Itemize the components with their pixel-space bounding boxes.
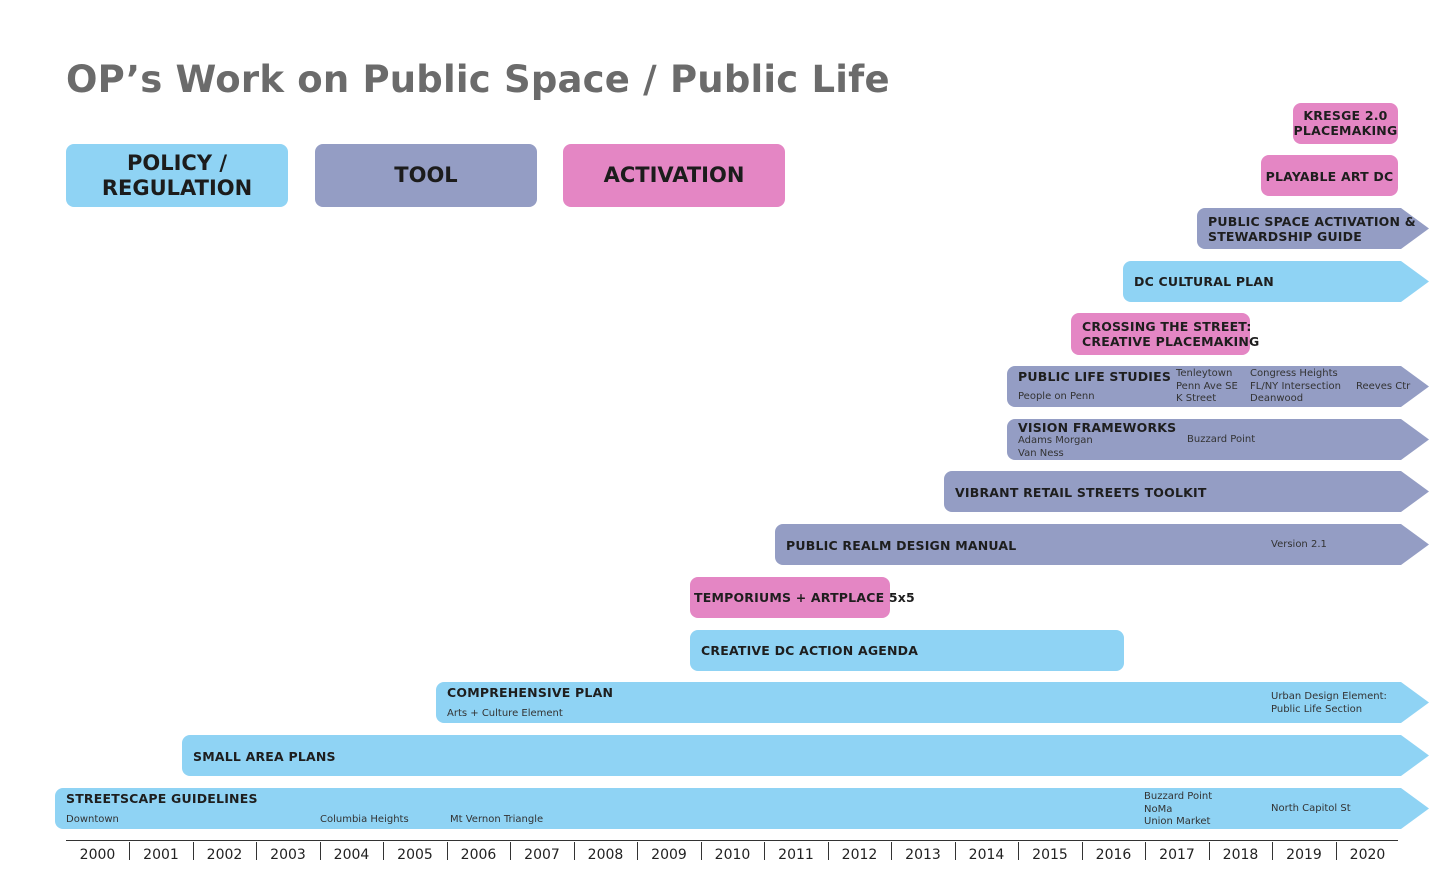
- bar-vision-frameworks: [1007, 419, 1429, 460]
- year-label: 2012: [841, 847, 878, 863]
- bar-streetscape-guidelines-label: STREETSCAPE GUIDELINES: [66, 791, 258, 806]
- streetscape-note: Columbia Heights: [320, 814, 409, 825]
- year-label: 2018: [1222, 847, 1259, 863]
- year-label: 2004: [333, 847, 370, 863]
- bar-vision-frameworks-label: VISION FRAMEWORKS: [1018, 420, 1177, 435]
- year-label: 2002: [206, 847, 243, 863]
- streetscape-note: Downtown: [66, 814, 119, 825]
- year-tick: [129, 842, 130, 860]
- legend-tool: TOOL: [315, 144, 537, 207]
- year-label: 2015: [1032, 847, 1068, 863]
- bar-public-life-studies-label: PUBLIC LIFE STUDIES: [1018, 369, 1172, 384]
- year-tick: [891, 842, 892, 860]
- year-label: 2001: [143, 847, 179, 863]
- bar-creative-dc-action-agenda-label: CREATIVE DC ACTION AGENDA: [701, 643, 919, 658]
- year-tick: [1336, 842, 1337, 860]
- bar-crossing-the-street: [1071, 313, 1250, 355]
- timeline-axis: [66, 840, 1398, 841]
- year-label: 2007: [524, 847, 560, 863]
- public-realm-note: Version 2.1: [1271, 539, 1327, 550]
- bar-public-space-activation-guide: [1197, 208, 1429, 249]
- vision-frameworks-note: Buzzard Point: [1187, 434, 1256, 445]
- bar-temporiums-artplace: [690, 577, 890, 618]
- year-label: 2011: [778, 847, 814, 863]
- bar-small-area-plans-label: SMALL AREA PLANS: [193, 749, 336, 764]
- year-tick: [1145, 842, 1146, 860]
- legend-policy-regulation: POLICY / REGULATION: [66, 144, 288, 207]
- bar-comprehensive-plan: [436, 682, 1429, 723]
- comprehensive-plan-note: Urban Design Element: Public Life Sectio…: [1271, 691, 1387, 715]
- year-tick: [383, 842, 384, 860]
- year-tick: [1082, 842, 1083, 860]
- bar-kresge-placemaking-label: KRESGE 2.0 PLACEMAKING: [1293, 108, 1398, 138]
- bar-public-realm-design-manual-label: PUBLIC REALM DESIGN MANUAL: [786, 538, 1017, 553]
- bar-public-realm-design-manual: [775, 524, 1429, 565]
- year-tick: [447, 842, 448, 860]
- year-tick: [510, 842, 511, 860]
- year-tick: [574, 842, 575, 860]
- year-tick: [1272, 842, 1273, 860]
- bar-vibrant-retail-streets-toolkit: [944, 471, 1429, 512]
- bar-vibrant-retail-streets-toolkit-label: VIBRANT RETAIL STREETS TOOLKIT: [955, 485, 1207, 500]
- bar-kresge-placemaking: [1293, 103, 1398, 144]
- year-label: 2013: [905, 847, 941, 863]
- bar-creative-dc-action-agenda: [690, 630, 1124, 671]
- year-label: 2010: [714, 847, 751, 863]
- bar-playable-art-dc-label: PLAYABLE ART DC: [1265, 169, 1394, 184]
- comprehensive-plan-note: Arts + Culture Element: [447, 708, 563, 719]
- streetscape-note: Buzzard Point NoMa Union Market: [1144, 791, 1213, 827]
- public-life-studies-note: Congress Heights FL/NY Intersection Dean…: [1250, 368, 1341, 404]
- bar-temporiums-artplace-label: TEMPORIUMS + ARTPLACE 5x5: [694, 590, 915, 605]
- year-label: 2016: [1095, 847, 1132, 863]
- year-tick: [320, 842, 321, 860]
- year-label: 2019: [1286, 847, 1322, 863]
- year-label: 2000: [79, 847, 116, 863]
- year-tick: [637, 842, 638, 860]
- year-tick: [193, 842, 194, 860]
- year-label: 2017: [1159, 847, 1195, 863]
- bar-public-life-studies: [1007, 366, 1429, 407]
- year-tick: [764, 842, 765, 860]
- bar-small-area-plans: [182, 735, 1429, 776]
- page-title: OP’s Work on Public Space / Public Life: [66, 58, 890, 101]
- year-tick: [1209, 842, 1210, 860]
- year-tick: [955, 842, 956, 860]
- year-label: 2003: [270, 847, 306, 863]
- bar-public-space-activation-guide-label: PUBLIC SPACE ACTIVATION & STEWARDSHIP GU…: [1208, 214, 1416, 244]
- year-label: 2008: [587, 847, 624, 863]
- bar-dc-cultural-plan: [1123, 261, 1429, 302]
- year-tick: [828, 842, 829, 860]
- year-tick: [701, 842, 702, 860]
- public-life-studies-note: Tenleytown Penn Ave SE K Street: [1176, 368, 1238, 404]
- bar-crossing-the-street-label: CROSSING THE STREET: CREATIVE PLACEMAKIN…: [1082, 319, 1260, 349]
- legend-activation: ACTIVATION: [563, 144, 785, 207]
- streetscape-note: Mt Vernon Triangle: [450, 814, 544, 825]
- year-label: 2009: [651, 847, 687, 863]
- public-life-studies-note: People on Penn: [1018, 391, 1095, 402]
- public-life-studies-note: Reeves Ctr: [1356, 381, 1411, 392]
- year-label: 2005: [397, 847, 433, 863]
- bar-comprehensive-plan-label: COMPREHENSIVE PLAN: [447, 685, 614, 700]
- vision-frameworks-note: Adams Morgan Van Ness: [1018, 435, 1093, 459]
- year-label: 2020: [1349, 847, 1386, 863]
- year-label: 2006: [460, 847, 497, 863]
- bar-streetscape-guidelines: [55, 788, 1429, 829]
- year-tick: [1018, 842, 1019, 860]
- streetscape-note: North Capitol St: [1271, 803, 1351, 814]
- bar-dc-cultural-plan-label: DC CULTURAL PLAN: [1134, 274, 1274, 289]
- year-tick: [256, 842, 257, 860]
- year-label: 2014: [968, 847, 1005, 863]
- bar-playable-art-dc: [1261, 155, 1398, 196]
